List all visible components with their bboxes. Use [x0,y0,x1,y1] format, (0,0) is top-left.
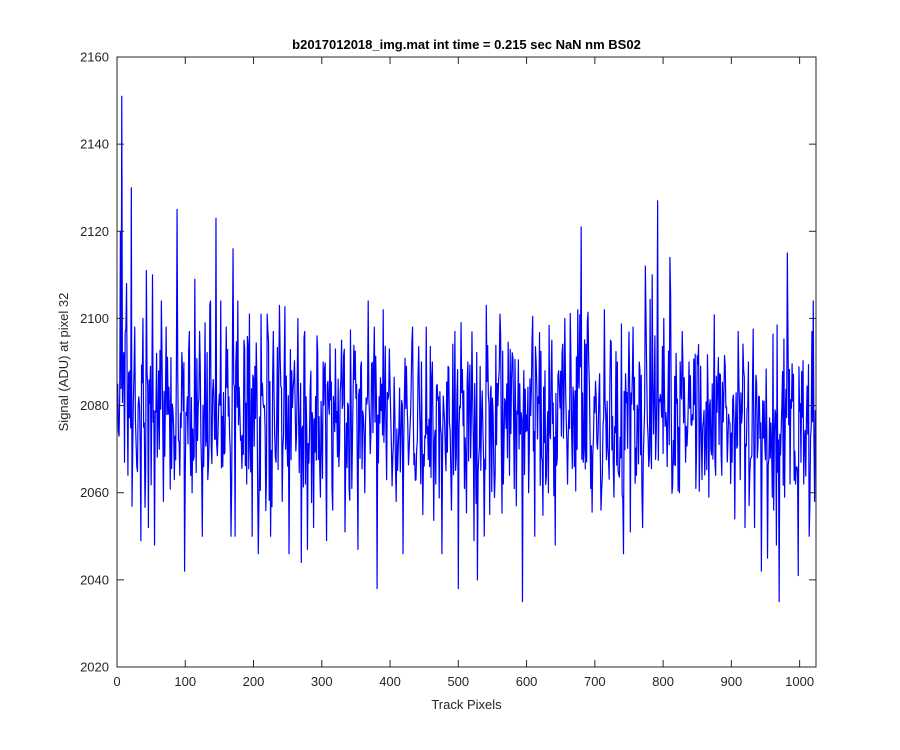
y-axis-label: Signal (ADU) at pixel 32 [56,293,71,432]
y-tick-label: 2020 [80,660,109,675]
x-axis-label: Track Pixels [431,697,502,712]
ticks-layer: 0 100 200 300 400 500 600 700 800 900 1000 2020 2040… [80,50,816,689]
y-tick-label: 2100 [80,311,109,326]
y-tick-label: 2040 [80,572,109,587]
y-tick-label: 2060 [80,485,109,500]
y-tick-label: 2080 [80,398,109,413]
x-tick-label: 600 [516,674,538,689]
x-tick-label: 900 [721,674,743,689]
y-tick-label: 2140 [80,137,109,152]
x-tick-label: 700 [584,674,606,689]
x-tick-label: 500 [447,674,469,689]
series-layer [117,95,817,603]
series-line [117,95,817,603]
x-tick-label: 800 [652,674,674,689]
x-tick-label: 1000 [785,674,814,689]
y-tick-label: 2120 [80,224,109,239]
axes-box [116,56,817,668]
plot-area [117,57,816,667]
x-tick-label: 100 [174,674,196,689]
x-tick-label: 300 [311,674,333,689]
x-tick-label: 200 [243,674,265,689]
y-tick-label: 2160 [80,50,109,65]
chart-title: b2017012018_img.mat int time = 0.215 sec… [292,37,641,52]
x-tick-label: 0 [113,674,120,689]
x-tick-label: 400 [379,674,401,689]
